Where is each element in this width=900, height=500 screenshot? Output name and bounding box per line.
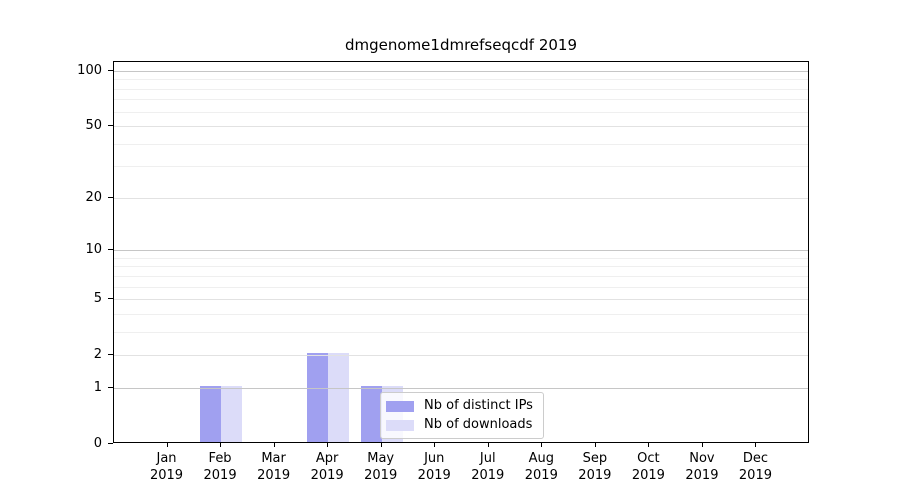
major-gridline	[114, 299, 808, 301]
minor-gridline	[114, 143, 808, 145]
y-tick-label: 0	[93, 436, 102, 451]
bar-feb-ips	[200, 385, 222, 442]
minor-gridline	[114, 79, 808, 81]
x-tick-month: Jun	[424, 451, 445, 466]
x-tick-label: Sep 2019	[565, 450, 625, 484]
x-tick-year: 2019	[257, 468, 291, 483]
x-tick-mark	[755, 443, 757, 447]
x-tick-year: 2019	[578, 468, 612, 483]
x-tick-mark	[594, 443, 596, 447]
x-tick-year: 2019	[310, 468, 344, 483]
x-tick-mark	[273, 443, 275, 447]
x-tick-label: Mar 2019	[244, 450, 304, 484]
x-tick-year: 2019	[524, 468, 558, 483]
x-tick-year: 2019	[471, 468, 505, 483]
x-tick-month: Jul	[479, 451, 496, 466]
x-tick-month: May	[367, 451, 395, 466]
bar-apr-downloads	[328, 353, 350, 442]
x-tick-mark	[220, 443, 222, 447]
chart-title: dmgenome1dmrefseqcdf 2019	[345, 36, 577, 54]
x-tick-mark	[380, 443, 382, 447]
major-gridline	[114, 71, 808, 72]
x-tick-label: May 2019	[351, 450, 411, 484]
x-tick-label: Oct 2019	[618, 450, 678, 484]
x-tick-year: 2019	[685, 468, 719, 483]
bar-feb-downloads	[221, 385, 243, 442]
x-tick-label: Jul 2019	[458, 450, 518, 484]
x-tick-month: Apr	[315, 451, 339, 466]
x-tick-year: 2019	[417, 468, 451, 483]
x-tick-label: Jun 2019	[404, 450, 464, 484]
x-tick-mark	[434, 443, 436, 447]
major-gridline	[114, 197, 808, 199]
x-tick-label: Dec 2019	[725, 450, 785, 484]
x-tick-month: Mar	[261, 451, 286, 466]
x-tick-month: Nov	[689, 451, 715, 466]
x-tick-year: 2019	[738, 468, 772, 483]
major-gridline	[114, 126, 808, 128]
y-tick-label: 50	[85, 118, 102, 134]
x-tick-label: Apr 2019	[297, 450, 357, 484]
x-tick-mark	[166, 443, 168, 447]
y-tick-mark	[108, 386, 113, 388]
x-tick-year: 2019	[203, 468, 237, 483]
plot-area: Nb of distinct IPs Nb of downloads	[113, 61, 809, 443]
y-tick-mark	[108, 298, 113, 300]
legend-entry: Nb of downloads	[386, 418, 533, 432]
y-tick-mark	[108, 354, 113, 356]
y-tick-mark	[108, 443, 113, 444]
x-tick-month: Dec	[742, 451, 769, 466]
y-tick-label: 100	[77, 63, 102, 78]
x-tick-label: Jan 2019	[137, 450, 197, 484]
x-tick-label: Feb 2019	[190, 450, 250, 484]
major-gridline	[114, 355, 808, 357]
minor-gridline	[114, 266, 808, 268]
y-tick-label: 5	[93, 291, 102, 307]
y-tick-label: 1	[93, 379, 102, 395]
minor-gridline	[114, 99, 808, 101]
legend-label: Nb of distinct IPs	[424, 398, 533, 413]
x-tick-year: 2019	[364, 468, 398, 483]
bar-may-ips	[360, 385, 382, 442]
legend-swatch-icon	[386, 419, 414, 431]
minor-gridline	[114, 257, 808, 259]
legend-entry: Nb of distinct IPs	[386, 399, 533, 413]
bar-apr-ips	[307, 353, 329, 442]
major-gridline	[114, 387, 808, 389]
x-tick-month: Oct	[637, 451, 660, 466]
x-tick-mark	[487, 443, 489, 447]
x-tick-month: Feb	[208, 451, 232, 466]
x-tick-mark	[541, 443, 543, 447]
minor-gridline	[114, 286, 808, 288]
minor-gridline	[114, 275, 808, 277]
x-tick-label: Aug 2019	[511, 450, 571, 484]
legend: Nb of distinct IPs Nb of downloads	[380, 392, 544, 439]
x-tick-year: 2019	[149, 468, 184, 483]
y-tick-label: 10	[85, 242, 102, 258]
minor-gridline	[114, 88, 808, 90]
minor-gridline	[114, 331, 808, 333]
x-tick-mark	[701, 443, 703, 447]
y-tick-mark	[108, 70, 113, 71]
x-tick-year: 2019	[631, 468, 665, 483]
legend-label: Nb of downloads	[424, 417, 533, 432]
x-tick-month: Aug	[528, 451, 554, 466]
y-tick-mark	[108, 249, 113, 251]
x-tick-month: Jan	[156, 451, 177, 466]
y-tick-label: 2	[93, 347, 102, 363]
y-tick-mark	[108, 196, 113, 198]
y-tick-mark	[108, 125, 113, 127]
x-tick-mark	[327, 443, 329, 447]
legend-swatch-icon	[386, 400, 414, 412]
x-tick-label: Nov 2019	[672, 450, 732, 484]
minor-gridline	[114, 111, 808, 113]
minor-gridline	[114, 313, 808, 315]
minor-gridline	[114, 166, 808, 168]
x-tick-month: Sep	[582, 451, 608, 466]
y-tick-label: 20	[85, 189, 102, 205]
x-tick-mark	[648, 443, 650, 447]
major-gridline	[114, 250, 808, 252]
